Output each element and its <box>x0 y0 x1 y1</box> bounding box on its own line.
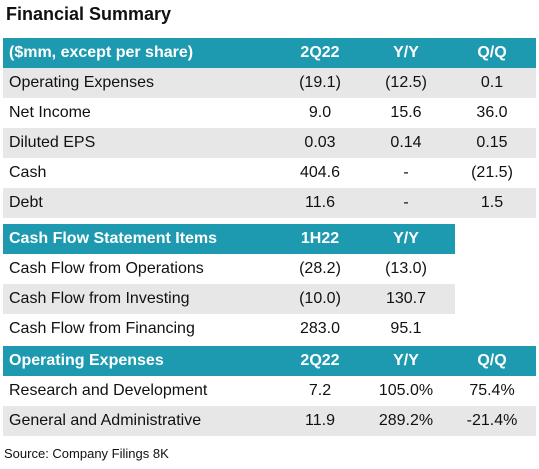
row-label: Cash Flow Statement Items <box>9 230 218 247</box>
source-note: Source: Company Filings 8K <box>4 446 169 461</box>
page-title: Financial Summary <box>6 4 172 24</box>
row-label: Research and Development <box>9 382 208 399</box>
value-cell: Y/Y <box>393 230 419 247</box>
value-cell: 0.14 <box>390 134 422 151</box>
value-cell: 1H22 <box>300 230 340 247</box>
value-cell: 95.1 <box>390 320 422 337</box>
value-cell: 404.6 <box>299 164 341 181</box>
table-row: Cash 404.6 - (21.5) <box>3 158 536 188</box>
row-label: Cash Flow from Operations <box>9 260 204 277</box>
value-cell: 11.6 <box>305 194 335 211</box>
value-cell: (19.1) <box>299 74 341 91</box>
value-cell: 283.0 <box>299 320 341 337</box>
value-cell: 9.0 <box>308 104 332 121</box>
table-row: Cash Flow from Investing (10.0) 130.7 <box>3 284 455 314</box>
value-cell: (28.2) <box>299 260 341 277</box>
value-cell: -21.4% <box>466 412 518 429</box>
value-cell: (10.0) <box>299 290 341 307</box>
value-cell: 1.5 <box>480 194 504 211</box>
value-cell: 2Q22 <box>300 352 340 369</box>
value-cell: (12.5) <box>385 74 427 91</box>
table-row: Cash Flow from Operations (28.2) (13.0) <box>3 254 455 284</box>
value-cell: 36.0 <box>476 104 508 121</box>
value-cell: 7.2 <box>308 382 332 399</box>
table-row: Operating Expenses (19.1) (12.5) 0.1 <box>3 68 536 98</box>
value-cell: (13.0) <box>385 260 427 277</box>
value-cell: 289.2% <box>378 412 434 429</box>
section-header: ($mm, except per share) 2Q22 Y/Y Q/Q <box>3 38 536 68</box>
row-label: Operating Expenses <box>9 352 164 369</box>
table-row: Net Income 9.0 15.6 36.0 <box>3 98 536 128</box>
value-cell: 105.0% <box>378 382 434 399</box>
row-label: Debt <box>9 194 43 211</box>
value-cell: (21.5) <box>471 164 513 181</box>
table-row: Research and Development 7.2 105.0% 75.4% <box>3 376 536 406</box>
value-cell: 2Q22 <box>300 44 340 61</box>
row-label: Operating Expenses <box>9 74 154 91</box>
value-cell: 75.4% <box>469 382 515 399</box>
row-label: Net Income <box>9 104 91 121</box>
value-cell: - <box>403 164 409 181</box>
value-cell: Y/Y <box>393 352 419 369</box>
row-label: ($mm, except per share) <box>9 44 194 61</box>
value-cell: Y/Y <box>393 44 419 61</box>
value-cell: 0.1 <box>480 74 504 91</box>
value-cell: 15.6 <box>390 104 422 121</box>
table-row: Diluted EPS 0.03 0.14 0.15 <box>3 128 536 158</box>
section-header: Cash Flow Statement Items 1H22 Y/Y <box>3 224 455 254</box>
value-cell: Q/Q <box>477 352 507 369</box>
value-cell: Q/Q <box>477 44 507 61</box>
value-cell: 130.7 <box>385 290 427 307</box>
section-header: Operating Expenses 2Q22 Y/Y Q/Q <box>3 346 536 376</box>
table-row: Debt 11.6 - 1.5 <box>3 188 536 218</box>
table-row: General and Administrative 11.9 289.2% -21.… <box>3 406 536 436</box>
row-label: Diluted EPS <box>9 134 96 151</box>
value-cell: 0.03 <box>304 134 336 151</box>
row-label: Cash Flow from Investing <box>9 290 190 307</box>
value-cell: - <box>403 194 409 211</box>
value-cell: 0.15 <box>476 134 508 151</box>
row-label: General and Administrative <box>9 412 202 429</box>
row-label: Cash Flow from Financing <box>9 320 195 337</box>
table-row: Cash Flow from Financing 283.0 95.1 <box>3 314 455 344</box>
value-cell: 11.9 <box>305 412 335 429</box>
row-label: Cash <box>9 164 47 181</box>
